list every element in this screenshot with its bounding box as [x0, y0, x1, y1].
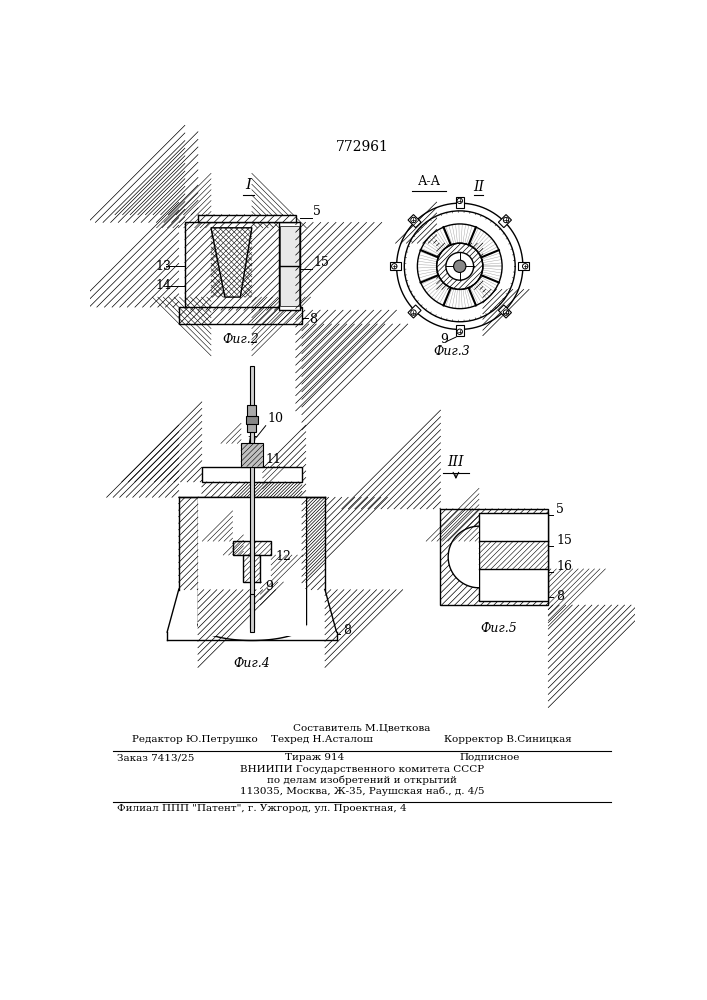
Text: Фиг.2: Фиг.2	[222, 333, 259, 346]
Circle shape	[411, 217, 416, 223]
Bar	[250, 594, 254, 632]
Circle shape	[404, 211, 515, 322]
Text: 5: 5	[313, 205, 321, 218]
Text: Тираж 914: Тираж 914	[285, 753, 344, 762]
Bar	[246, 416, 258, 424]
Text: Подписное: Подписное	[460, 753, 520, 762]
Bar	[179, 307, 302, 324]
Polygon shape	[518, 262, 529, 270]
Text: ВНИИПИ Государственного комитета СССР: ВНИИПИ Государственного комитета СССР	[240, 766, 484, 774]
Text: III: III	[448, 456, 464, 470]
Circle shape	[503, 217, 509, 223]
Text: 113035, Москва, Ж-35, Раушская наб., д. 4/5: 113035, Москва, Ж-35, Раушская наб., д. …	[240, 787, 484, 796]
Text: II: II	[474, 180, 484, 194]
Text: Редактор Ю.Петрушко: Редактор Ю.Петрушко	[132, 735, 258, 744]
Text: 9: 9	[440, 333, 448, 346]
Circle shape	[454, 260, 466, 272]
Bar	[279, 222, 300, 310]
Polygon shape	[211, 228, 252, 297]
Circle shape	[417, 224, 502, 309]
Circle shape	[522, 264, 528, 269]
Polygon shape	[448, 513, 479, 601]
Text: 8: 8	[556, 590, 564, 603]
Text: Фиг.3: Фиг.3	[433, 345, 470, 358]
Text: А-А: А-А	[417, 175, 440, 188]
Circle shape	[411, 310, 416, 315]
Text: Заказ 7413/25: Заказ 7413/25	[117, 753, 194, 762]
Text: 15: 15	[556, 534, 572, 546]
Text: 11: 11	[266, 453, 281, 466]
Polygon shape	[456, 197, 464, 208]
Bar	[250, 366, 254, 628]
Text: Составитель М.Цветкова: Составитель М.Цветкова	[293, 723, 431, 732]
Polygon shape	[390, 262, 402, 270]
Text: Фиг.4: Фиг.4	[233, 657, 270, 670]
Text: I: I	[245, 178, 251, 192]
Text: 5: 5	[556, 503, 564, 516]
Text: Техред Н.Асталош: Техред Н.Асталош	[271, 735, 373, 744]
Text: по делам изобретений и открытий: по делам изобретений и открытий	[267, 776, 457, 785]
Text: 8: 8	[310, 313, 317, 326]
Bar	[243, 555, 260, 582]
Bar	[233, 541, 271, 555]
Text: 8: 8	[343, 624, 351, 637]
Bar	[185, 222, 296, 310]
Circle shape	[457, 329, 462, 334]
Text: 9: 9	[266, 580, 274, 593]
Bar	[201, 466, 302, 482]
Text: Филиал ППП "Патент", г. Ужгород, ул. Проектная, 4: Филиал ППП "Патент", г. Ужгород, ул. Про…	[117, 804, 407, 813]
Bar	[479, 513, 549, 601]
Text: 14: 14	[156, 279, 172, 292]
Polygon shape	[198, 498, 305, 636]
Text: 12: 12	[275, 550, 291, 563]
Bar	[247, 405, 257, 432]
Polygon shape	[456, 325, 464, 336]
Bar	[281, 226, 299, 306]
Circle shape	[457, 198, 462, 204]
Bar	[198, 215, 296, 222]
Text: 772961: 772961	[336, 140, 388, 154]
Polygon shape	[408, 215, 421, 228]
Text: 13: 13	[156, 260, 172, 273]
Circle shape	[437, 243, 483, 289]
Text: II: II	[246, 436, 257, 450]
Polygon shape	[498, 215, 511, 228]
Polygon shape	[498, 305, 511, 318]
Circle shape	[446, 252, 474, 280]
Circle shape	[392, 264, 397, 269]
Bar	[241, 443, 262, 466]
Bar	[440, 509, 549, 605]
Text: 10: 10	[267, 412, 284, 425]
Polygon shape	[408, 305, 421, 318]
Text: 15: 15	[313, 256, 329, 269]
Text: 16: 16	[556, 560, 572, 573]
Text: Фиг.5: Фиг.5	[480, 622, 517, 635]
Circle shape	[503, 310, 509, 315]
Text: Корректор В.Синицкая: Корректор В.Синицкая	[444, 735, 572, 744]
